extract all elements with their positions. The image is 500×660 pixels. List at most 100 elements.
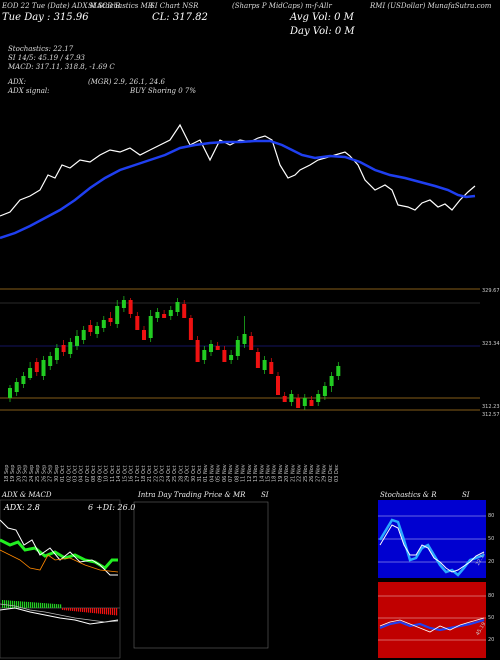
stoch-y-20: 20 bbox=[488, 559, 495, 565]
date-tick-label: 07 Nov bbox=[228, 464, 234, 482]
candle bbox=[75, 336, 79, 346]
si-y-20: 20 bbox=[488, 637, 495, 643]
date-tick-label: 21 Nov bbox=[290, 464, 296, 482]
candle bbox=[302, 398, 307, 406]
rsi-panel-bg bbox=[378, 582, 486, 658]
date-tick-label: 14 Nov bbox=[259, 464, 265, 482]
candle bbox=[128, 300, 133, 314]
date-tick-label: 23 Oct bbox=[160, 465, 166, 482]
candle bbox=[34, 362, 39, 372]
candle bbox=[14, 382, 19, 392]
macd-bar bbox=[96, 608, 98, 614]
macd-bar bbox=[32, 602, 34, 608]
macd-bar bbox=[22, 601, 24, 608]
candle bbox=[188, 318, 193, 340]
macd-bar bbox=[28, 601, 30, 608]
macd-bar bbox=[34, 602, 36, 608]
day-price: Tue Day : 315.96 bbox=[2, 12, 89, 23]
macd-bar bbox=[116, 608, 118, 616]
date-tick-label: 18 Nov bbox=[272, 464, 278, 482]
price-level-2: 323.34 bbox=[482, 341, 500, 347]
adx-signal-value: BUY Shoring 0 7% bbox=[130, 87, 196, 95]
macd-bar bbox=[8, 600, 10, 608]
candle bbox=[41, 360, 46, 376]
adx-value: ADX: 2.8 bbox=[4, 503, 40, 512]
macd-bar bbox=[10, 600, 12, 608]
candle bbox=[8, 388, 12, 398]
price-line bbox=[0, 123, 476, 217]
candle bbox=[322, 386, 327, 396]
date-tick-label: 21 Oct bbox=[147, 465, 153, 482]
macd-bar bbox=[72, 608, 74, 611]
macd-bar bbox=[104, 608, 106, 615]
macd-bar bbox=[82, 608, 84, 612]
stochastics-d-line bbox=[379, 524, 485, 573]
si-y-80: 80 bbox=[488, 593, 495, 599]
price-level-4: 312.57 bbox=[482, 412, 500, 418]
macd-bar bbox=[50, 603, 52, 608]
price-level-3: 312.23 bbox=[482, 404, 500, 410]
candle bbox=[155, 312, 160, 318]
stochastics-k-line bbox=[378, 518, 485, 577]
candle bbox=[262, 360, 267, 370]
macd-bar bbox=[26, 601, 28, 608]
date-tick-label: 19 Nov bbox=[278, 464, 284, 482]
header-label-3: SI Chart NSR bbox=[150, 2, 199, 10]
date-tick-label: 02 Oct bbox=[66, 465, 72, 482]
macd-readout: MACD: 317.11, 318.8, -1.69 C bbox=[8, 63, 115, 71]
stoch-y-80: 80 bbox=[488, 513, 495, 519]
stochastics-readout: Stochastics: 22.17 bbox=[8, 45, 74, 53]
candle bbox=[276, 376, 280, 395]
candle bbox=[222, 350, 227, 362]
date-tick-label: 27 Nov bbox=[315, 464, 321, 482]
candle bbox=[242, 334, 247, 344]
date-tick-label: 04 Nov bbox=[209, 464, 215, 482]
candle bbox=[269, 362, 274, 374]
macd-bar bbox=[4, 600, 6, 608]
macd-bar bbox=[66, 608, 68, 611]
date-tick-label: 08 Oct bbox=[91, 465, 97, 482]
adx-panel-title: ADX & MACD bbox=[2, 491, 52, 499]
date-tick-label: 06 Nov bbox=[222, 464, 228, 482]
si-readout: SI 14/5: 45.19 / 47.93 bbox=[8, 54, 85, 62]
date-axis: 18 Sep 19 Sep 20 Sep 23 Sep 24 Sep 25 Sep 26 S… bbox=[4, 464, 340, 482]
candle bbox=[235, 340, 240, 356]
adx-panel-frame bbox=[0, 499, 121, 659]
date-tick-label: 08 Nov bbox=[234, 464, 240, 482]
close-price: CL: 317.82 bbox=[152, 12, 208, 23]
candle bbox=[142, 330, 146, 340]
macd-bar bbox=[114, 608, 116, 616]
adx-minus-di: +DI: 26.0 bbox=[96, 503, 136, 512]
macd-bar bbox=[112, 608, 114, 615]
date-tick-label: 17 Oct bbox=[135, 465, 141, 482]
date-tick-label: 23 Sep bbox=[23, 465, 29, 482]
date-tick-label: 18 Oct bbox=[141, 465, 147, 482]
macd-bar bbox=[12, 600, 14, 608]
date-tick-label: 11 Oct bbox=[110, 465, 116, 482]
macd-bar bbox=[102, 608, 104, 614]
macd-histogram bbox=[2, 600, 118, 616]
date-tick-label: 20 Nov bbox=[284, 464, 290, 482]
macd-bar bbox=[42, 603, 44, 608]
date-tick-label: 29 Oct bbox=[185, 465, 191, 482]
candle bbox=[81, 330, 86, 340]
date-tick-label: 12 Nov bbox=[247, 464, 253, 482]
macd-bar bbox=[16, 601, 18, 608]
candle bbox=[162, 314, 167, 318]
date-tick-label: 30 Sep bbox=[54, 465, 60, 482]
candle bbox=[282, 396, 287, 402]
date-tick-label: 29 Nov bbox=[322, 464, 328, 482]
adx-orange-line bbox=[0, 549, 119, 573]
candle bbox=[54, 348, 59, 360]
date-tick-label: 15 Oct bbox=[122, 465, 128, 482]
candle bbox=[336, 366, 341, 376]
macd-bar bbox=[68, 608, 70, 611]
macd-bar bbox=[30, 602, 32, 608]
date-tick-label: 01 Oct bbox=[60, 465, 66, 482]
candle bbox=[68, 342, 73, 354]
macd-bar bbox=[100, 608, 102, 614]
macd-bar bbox=[84, 608, 86, 613]
macd-bar bbox=[62, 608, 64, 610]
adx-green-line bbox=[0, 538, 118, 570]
